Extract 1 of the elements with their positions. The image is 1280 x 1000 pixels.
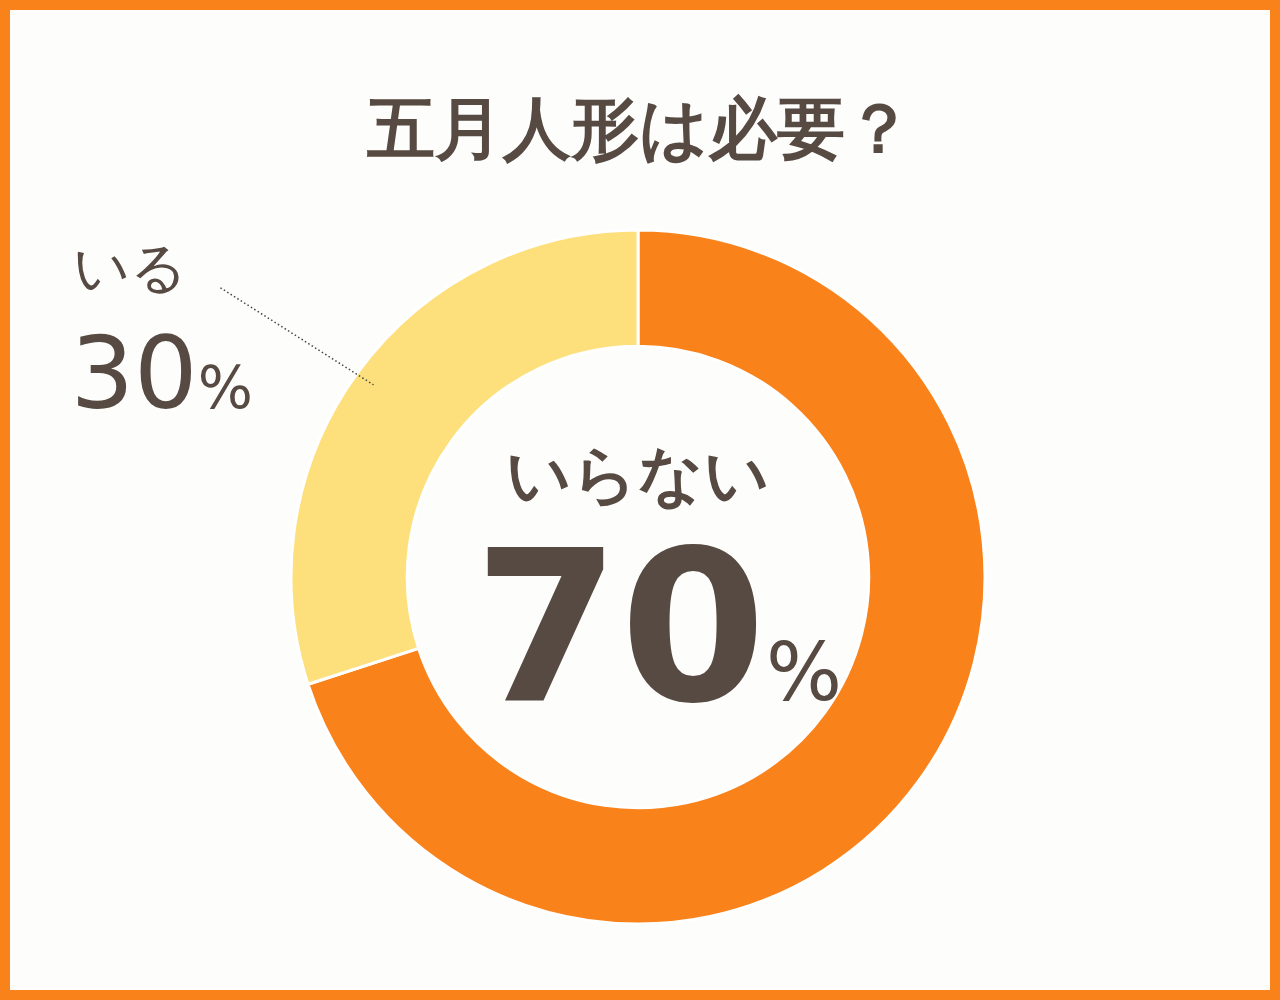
title: 五月人形は必要？	[367, 89, 913, 168]
